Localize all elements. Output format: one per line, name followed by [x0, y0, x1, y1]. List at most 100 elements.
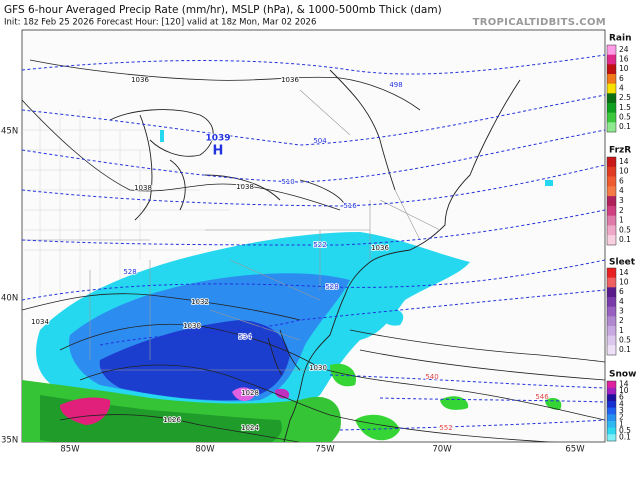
legend-swatch	[607, 297, 616, 307]
legend-swatch	[607, 387, 616, 395]
axis-labels: 45N 40N 35N 85W 80W 75W 70W 65W	[1, 127, 585, 455]
legend-label: 0.5	[619, 336, 631, 345]
contour-label: 1030	[309, 364, 327, 372]
contour-label: 1036	[371, 244, 389, 252]
legend-swatch	[607, 414, 616, 422]
legend-label: 1	[619, 419, 624, 428]
lon-label: 65W	[565, 445, 585, 455]
legend-label: 14	[619, 157, 629, 166]
legend-title: Sleet	[609, 258, 636, 268]
legend-title: Rain	[609, 34, 632, 44]
legend-swatch	[607, 287, 616, 298]
legend-label: 0.1	[619, 122, 631, 131]
legend-swatch	[607, 434, 616, 442]
isobars	[22, 59, 605, 442]
contour-label: 1032	[191, 298, 209, 306]
legend-label: 2.5	[619, 93, 631, 102]
lon-label: 80W	[195, 445, 215, 455]
contour-label: H	[213, 144, 224, 159]
legend-swatch	[607, 157, 616, 168]
contour-label: 516	[343, 202, 357, 210]
contour-label: 498	[389, 81, 402, 89]
subtitle: Init: 18z Feb 25 2026 Forecast Hour: [12…	[4, 18, 316, 28]
legend-label: 14	[619, 379, 629, 388]
contour-label: 1034	[31, 318, 49, 326]
legends: Rain241610642.51.50.50.1FrzR1410643210.5…	[606, 34, 636, 442]
legend-swatch	[607, 122, 616, 133]
legend-swatch	[607, 407, 616, 415]
contour-label: 1020	[97, 447, 120, 456]
legend-label: 1	[619, 216, 624, 225]
legend-swatch	[607, 401, 616, 408]
legend-label: 4	[619, 186, 624, 195]
contour-label: 1038	[236, 183, 254, 191]
legend-swatch	[607, 381, 616, 388]
legend-label: 6	[619, 74, 624, 83]
legend-label: 10	[619, 386, 629, 395]
legend-bar-frame	[606, 156, 617, 246]
legend-swatch	[607, 215, 616, 226]
legend-swatch	[607, 83, 616, 94]
lat-label: 45N	[1, 127, 18, 137]
legend-label: 10	[619, 64, 629, 73]
contour-label: 1038	[134, 184, 152, 192]
legend-swatch	[607, 316, 616, 327]
legend-swatch	[607, 277, 616, 288]
legend-swatch	[607, 166, 616, 177]
contour-label: 540	[425, 373, 438, 381]
legend-label: 3	[619, 406, 624, 415]
legend-label: 1	[619, 326, 624, 335]
legend-swatch	[607, 64, 616, 75]
legend-label: 2	[619, 413, 624, 422]
legend-label: 10	[619, 167, 629, 176]
contour-label: L	[104, 456, 112, 470]
contour-label: 546	[535, 393, 549, 401]
legend-swatch	[607, 54, 616, 65]
legend-swatch	[607, 45, 616, 55]
legend-swatch	[607, 74, 616, 84]
legend-label: 6	[619, 176, 624, 185]
legend-label: 0.5	[619, 426, 631, 435]
title: GFS 6-hour Averaged Precip Rate (mm/hr),…	[4, 4, 442, 16]
legend-bar-frame	[606, 267, 617, 356]
lat-label: 35N	[1, 436, 18, 446]
legend-title: Snow	[609, 370, 636, 380]
contour-label: 534	[238, 333, 252, 341]
contour-label: 528	[123, 268, 136, 276]
contour-label: 1028	[241, 389, 259, 397]
legend-swatch	[607, 225, 616, 236]
legend-swatch	[607, 326, 616, 336]
legend-swatch	[607, 306, 616, 317]
legend-label: 0.1	[619, 235, 631, 244]
contour-label: 1026	[163, 416, 181, 424]
legend-swatch	[607, 421, 616, 428]
contour-label: 1036	[281, 76, 299, 84]
lat-label: 40N	[1, 294, 18, 304]
contour-label: 1036	[131, 76, 149, 84]
contour-label: 522	[313, 241, 326, 249]
legend-label: 0.5	[619, 113, 631, 122]
legend-title: FrzR	[609, 146, 631, 156]
contour-label: 510	[281, 178, 294, 186]
precip	[22, 130, 562, 442]
contour-label: 528	[325, 283, 338, 291]
legend-label: 4	[619, 297, 624, 306]
legend-label: 16	[619, 55, 629, 64]
legend-bar-frame	[606, 380, 617, 442]
legend-label: 14	[619, 268, 629, 277]
lon-label: 75W	[315, 445, 335, 455]
legend-label: 0.1	[619, 345, 631, 354]
thickness-lines	[22, 54, 605, 431]
legend-swatch	[607, 235, 616, 246]
legend-swatch	[607, 112, 616, 123]
lon-label: 85W	[60, 445, 80, 455]
legend-label: 0.1	[619, 433, 631, 442]
legend-label: 4	[619, 84, 624, 93]
legend-label: 6	[619, 287, 624, 296]
legend-label: 0.5	[619, 225, 631, 234]
contour-label: 1024	[241, 424, 259, 432]
legend-swatch	[607, 196, 616, 207]
